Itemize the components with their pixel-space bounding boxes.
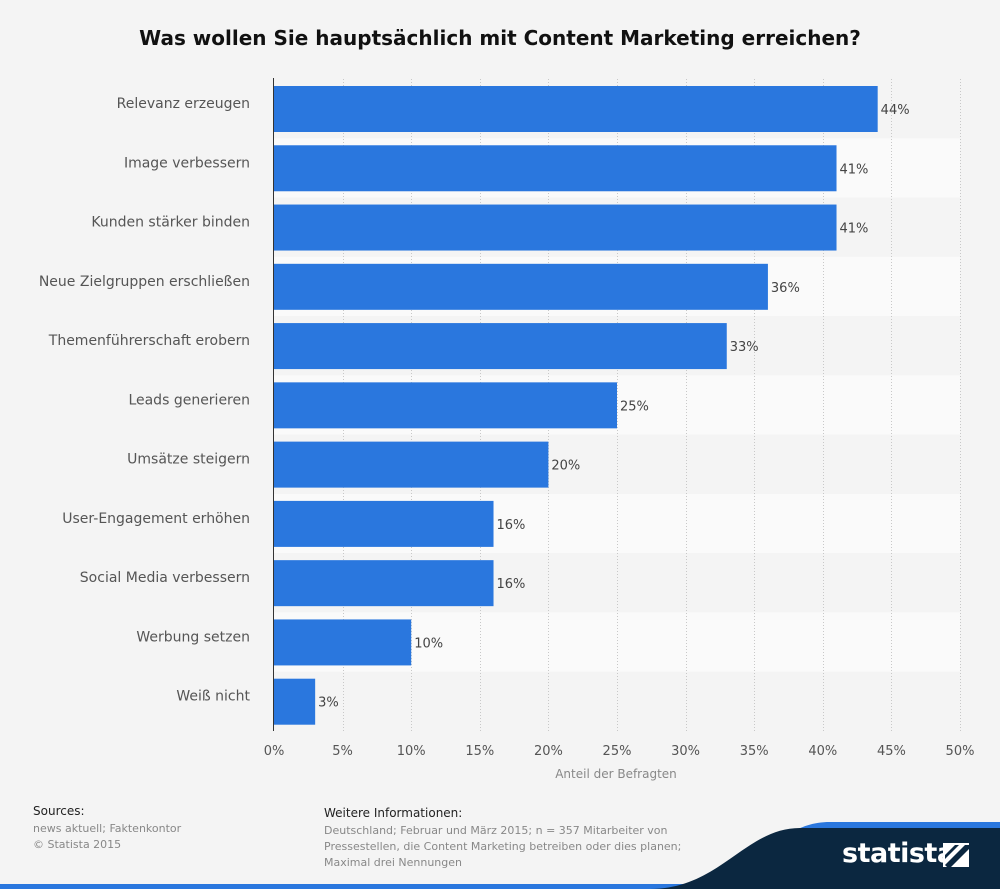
category-label: Weiß nicht <box>176 689 250 705</box>
bar[interactable] <box>274 323 727 370</box>
bar[interactable] <box>274 204 837 251</box>
value-label: 25% <box>620 399 649 414</box>
sources-heading: Sources: <box>33 804 85 818</box>
bar[interactable] <box>274 382 617 429</box>
bar[interactable] <box>274 441 549 488</box>
value-label: 16% <box>497 518 526 533</box>
x-axis-title: Anteil der Befragten <box>555 767 677 781</box>
bar-chart: 44% 41% 41% 36% 33% 25% 20% 16% 16% 10% 3% Relevan… <box>39 78 975 781</box>
value-label: 44% <box>881 103 910 118</box>
x-tick-label: 10% <box>397 744 426 759</box>
bar[interactable] <box>274 678 316 725</box>
value-label: 20% <box>551 459 580 474</box>
value-label: 10% <box>414 636 443 651</box>
value-label: 3% <box>318 696 339 711</box>
x-tick-label: 50% <box>946 744 975 759</box>
category-label: Relevanz erzeugen <box>117 96 250 112</box>
info-block: Weitere Informationen: Deutschland; Febr… <box>324 805 724 871</box>
value-label: 41% <box>840 162 869 177</box>
category-label: Themenführerschaft erobern <box>48 333 250 349</box>
info-text: Deutschland; Februar und März 2015; n = … <box>324 824 682 869</box>
x-tick-label: 20% <box>534 744 563 759</box>
row-band <box>274 671 960 731</box>
category-label: User-Engagement erhöhen <box>62 511 250 527</box>
bar[interactable] <box>274 500 494 547</box>
x-tick-label: 5% <box>332 744 353 759</box>
x-tick-label: 45% <box>877 744 906 759</box>
statista-logo-icon[interactable] <box>943 843 969 867</box>
value-label: 33% <box>730 340 759 355</box>
statista-logo-text[interactable]: statista <box>842 838 955 869</box>
copyright-line: © Statista 2015 <box>33 838 122 851</box>
category-label: Leads generieren <box>128 392 250 408</box>
category-label: Social Media verbessern <box>80 570 250 586</box>
x-tick-label: 25% <box>603 744 632 759</box>
value-label: 16% <box>497 577 526 592</box>
bar[interactable] <box>274 560 494 607</box>
sources-line: news aktuell; Faktenkontor <box>33 822 182 835</box>
chart-title: Was wollen Sie hauptsächlich mit Content… <box>139 26 861 50</box>
bar[interactable] <box>274 263 768 310</box>
value-label: 41% <box>840 222 869 237</box>
info-heading: Weitere Informationen: <box>324 806 463 820</box>
x-tick-label: 35% <box>740 744 769 759</box>
x-tick-label: 40% <box>808 744 837 759</box>
category-label: Werbung setzen <box>136 629 250 645</box>
category-label: Neue Zielgruppen erschließen <box>39 274 250 290</box>
x-tick-label: 0% <box>264 744 285 759</box>
category-label: Kunden stärker binden <box>91 215 250 231</box>
x-tick-label: 15% <box>465 744 494 759</box>
bar[interactable] <box>274 145 837 192</box>
bar[interactable] <box>274 86 878 132</box>
value-label: 36% <box>771 281 800 296</box>
sources-block: Sources: news aktuell; Faktenkontor © St… <box>33 803 181 853</box>
x-tick-label: 30% <box>671 744 700 759</box>
bar[interactable] <box>274 619 412 666</box>
category-label: Image verbessern <box>124 155 250 171</box>
category-label: Umsätze steigern <box>127 452 250 468</box>
